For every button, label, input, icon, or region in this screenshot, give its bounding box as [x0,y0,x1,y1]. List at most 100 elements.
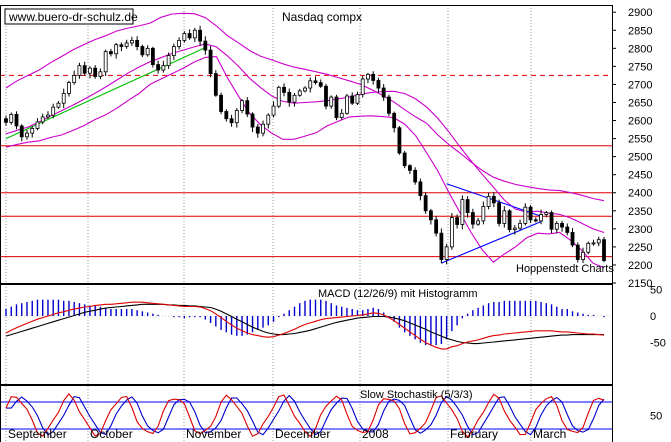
candle-body [387,96,391,114]
candle-body [402,152,407,167]
credit-label: Hoppenstedt Charts [516,263,614,275]
price-tick-label: 2500 [628,152,652,164]
candle-body [88,67,92,74]
candle-body [93,67,98,77]
candle-body [554,223,559,230]
macd-tick-label: 50 [650,285,662,297]
trendline [441,221,542,264]
candle-body [46,114,50,118]
candle-body [460,199,465,225]
candle-body [366,73,370,80]
stoch-title: Slow Stochastik (5/3/3) [360,389,473,401]
candle-body [549,212,554,230]
candle-body [570,232,575,246]
month-label: March [533,427,566,441]
price-tick-label: 2650 [628,97,652,109]
site-label: www.buero-dr-schulz.de [8,10,138,24]
candle-body [61,93,66,104]
trendlines [5,47,542,264]
candle-body [109,51,113,55]
candle-body [413,169,418,183]
candle-body [581,251,585,260]
candle-body [528,206,533,221]
candle-body [129,39,134,44]
candle-body [229,118,234,124]
price-tick-label: 2400 [628,188,652,200]
candle-body [287,91,292,103]
candle-body [470,212,475,225]
candle-body [324,85,328,107]
candle-body [25,132,29,138]
grid-layer [5,5,532,442]
panel-frame [0,5,613,284]
candle-body [72,75,77,84]
month-label: November [186,427,241,441]
candle-body [575,244,580,260]
candle-body [297,90,302,96]
candle-body [203,40,208,51]
candle-body [56,102,61,108]
candle-body [224,111,229,120]
candle-body [313,80,318,84]
candle-body [150,47,155,65]
candle-body [51,106,56,116]
candle-body [271,105,276,116]
candle-body [518,223,522,229]
middle-band-line [5,43,605,234]
candle-body [523,206,528,224]
candle-body [350,95,355,104]
macd-signal-line [5,303,604,345]
candle-body [371,73,376,81]
candle-body [355,94,360,104]
candle-body [182,33,187,41]
macd-panel [0,299,612,350]
price-tick-label: 2700 [628,79,652,91]
month-label: February [450,427,498,441]
month-label: December [275,427,330,441]
candle-body [444,246,449,260]
candle-body [177,39,182,47]
candle-body [586,242,591,253]
candle-body [261,123,265,134]
lower-band-line [5,56,605,269]
candle-body [114,44,119,55]
candle-body [434,219,439,234]
candle-body [98,71,103,77]
candle-body [135,39,140,47]
candle-body [292,94,297,103]
candle-body [4,118,8,123]
panel-frame [0,385,613,442]
candle-body [476,220,481,225]
candle-body [9,113,14,123]
candle-body [67,82,71,94]
site-label-box [4,8,134,25]
panel-frame [0,284,613,385]
price-tick-label: 2850 [628,25,652,37]
candle-body [14,113,19,127]
candle-body [234,110,239,124]
candle-body [439,232,444,260]
stochastic-panel [0,393,612,438]
month-label: 2008 [362,427,389,441]
candle-body [565,226,570,233]
price-tick-label: 2200 [628,260,652,272]
price-tick-label: 2450 [628,170,652,182]
price-tick-label: 2600 [628,116,652,128]
chart-title: Nasdaq compx [282,10,362,24]
candle-body [397,127,402,154]
upper-band-line [5,12,605,202]
candle-body [449,217,454,248]
price-tick-label: 2250 [628,242,652,254]
price-tick-label: 2550 [628,134,652,146]
candle-body [423,195,428,212]
axis-labels: 2150 2200 2250 2300 2350 2400 2450 2500 2550 2600… [8,7,666,441]
candle-body [318,82,323,87]
candle-body [119,44,124,47]
price-tick-label: 2350 [628,206,652,218]
candle-body [465,199,470,213]
stoch-d-line [6,394,605,436]
candle-body [40,116,45,123]
candle-body [266,114,271,125]
candle-body [161,65,166,71]
